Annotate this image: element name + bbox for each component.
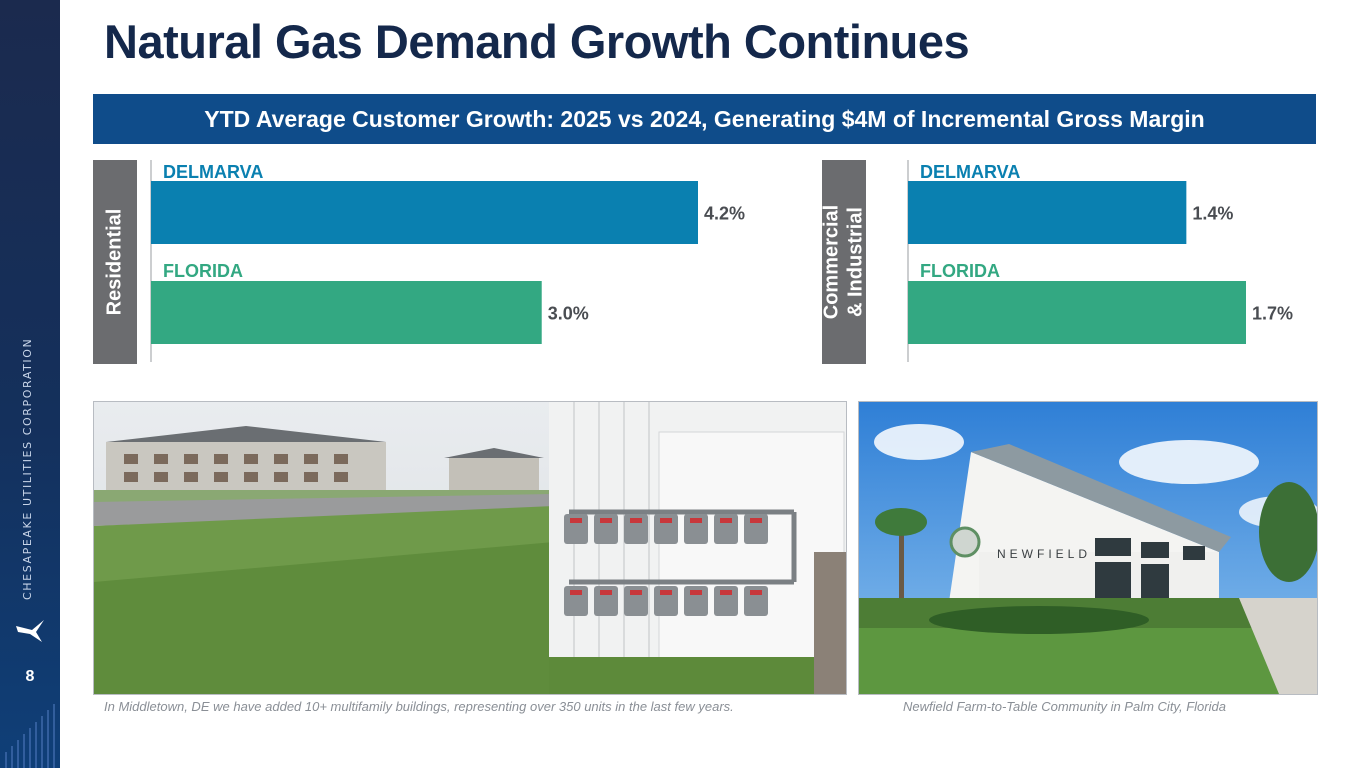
residential-chart: Residential DELMARVA 4.2% FLORIDA 3.0% xyxy=(93,160,745,364)
page-number: 8 xyxy=(25,668,35,685)
segment-label: & Industrial xyxy=(844,207,866,317)
value-label: 4.2% xyxy=(704,204,745,224)
category-label: DELMARVA xyxy=(163,162,263,182)
middletown-photo xyxy=(93,401,847,695)
bar-delmarva xyxy=(151,181,698,244)
newfield-sign: NEWFIELD xyxy=(997,547,1091,561)
value-label: 1.7% xyxy=(1252,304,1293,324)
bar-florida xyxy=(908,281,1246,344)
newfield-photo: NEWFIELD xyxy=(858,401,1318,695)
right-photo-caption: Newfield Farm-to-Table Community in Palm… xyxy=(903,699,1226,714)
bar-delmarva xyxy=(908,181,1187,244)
value-label: 3.0% xyxy=(548,304,589,324)
category-label: FLORIDA xyxy=(163,261,243,281)
segment-label-box xyxy=(822,160,866,364)
decorative-lines xyxy=(5,704,55,768)
value-label: 1.4% xyxy=(1192,204,1233,224)
sidebar: CHESAPEAKE UTILITIES CORPORATION 8 xyxy=(0,0,60,768)
customer-growth-charts: Residential DELMARVA 4.2% FLORIDA 3.0% Comme… xyxy=(93,160,1293,364)
osprey-logo-icon xyxy=(16,620,44,642)
category-label: FLORIDA xyxy=(920,261,1000,281)
bar-florida xyxy=(151,281,542,344)
page-title: Natural Gas Demand Growth Continues xyxy=(104,15,970,68)
segment-label: Commercial xyxy=(820,205,842,320)
left-photo-caption: In Middletown, DE we have added 10+ mult… xyxy=(104,699,734,714)
commercial-industrial-chart: Commercial & Industrial DELMARVA 1.4% FLORID… xyxy=(820,160,1293,364)
growth-banner: YTD Average Customer Growth: 2025 vs 202… xyxy=(93,94,1316,144)
segment-label-box xyxy=(93,160,137,364)
category-label: DELMARVA xyxy=(920,162,1020,182)
segment-label: Residential xyxy=(103,209,125,316)
